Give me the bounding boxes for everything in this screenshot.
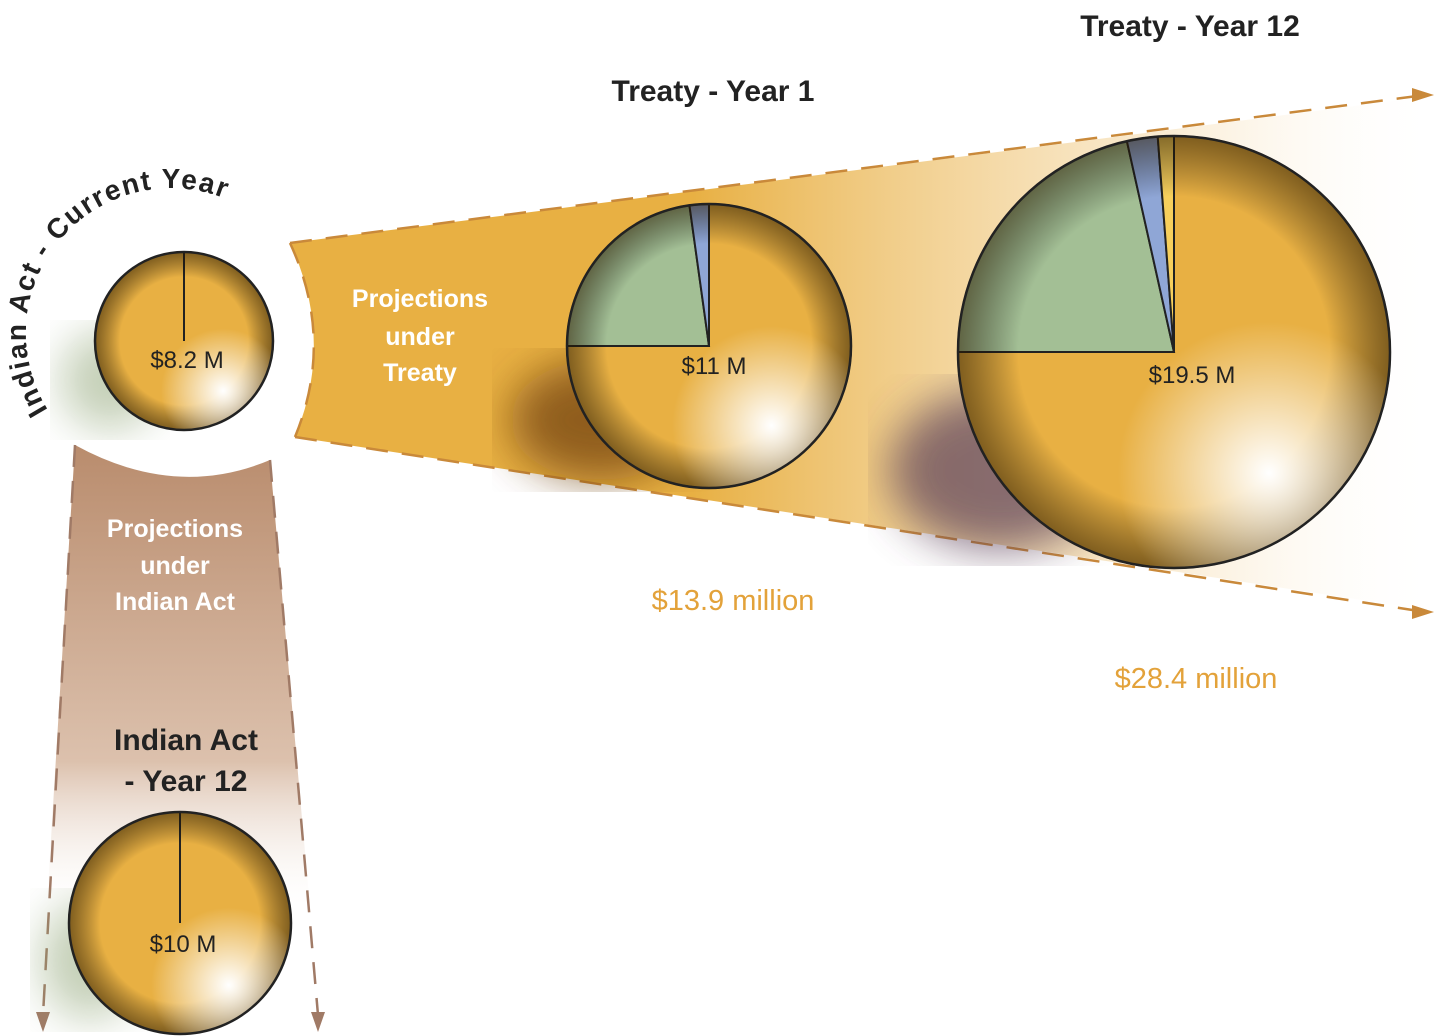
pie-highlight xyxy=(69,812,291,1034)
total-label: $13.9 million xyxy=(652,585,815,617)
indian-act-dashes xyxy=(41,444,320,1016)
pie-outline xyxy=(67,810,293,1036)
pie-highlight xyxy=(95,252,273,430)
pie-title: - Year 12 xyxy=(125,765,248,798)
pie-outline xyxy=(956,134,1392,570)
pie-highlight xyxy=(958,136,1390,568)
pie-title: Treaty - Year 1 xyxy=(612,75,815,108)
pie-outline xyxy=(565,202,853,490)
funnel-label: under xyxy=(140,552,210,580)
pie-label: $10 M xyxy=(150,931,217,958)
pie-title: Indian Act xyxy=(114,724,258,757)
funnel-label: Indian Act xyxy=(115,588,236,616)
total-label: $28.4 million xyxy=(1115,663,1278,695)
funnel-label: Projections xyxy=(107,515,243,543)
pie-outline xyxy=(93,250,275,432)
pie-highlight xyxy=(567,204,851,488)
funnel-label: Projections xyxy=(352,285,488,313)
funnel-label: under xyxy=(385,323,455,351)
treaty-dashes xyxy=(288,93,1426,614)
pie-label: $11 M xyxy=(682,353,747,380)
funnel-label: Treaty xyxy=(383,359,457,387)
pie-label: $8.2 M xyxy=(150,347,223,374)
pie-title: Treaty - Year 12 xyxy=(1080,10,1300,43)
pie-label: $19.5 M xyxy=(1149,362,1236,389)
